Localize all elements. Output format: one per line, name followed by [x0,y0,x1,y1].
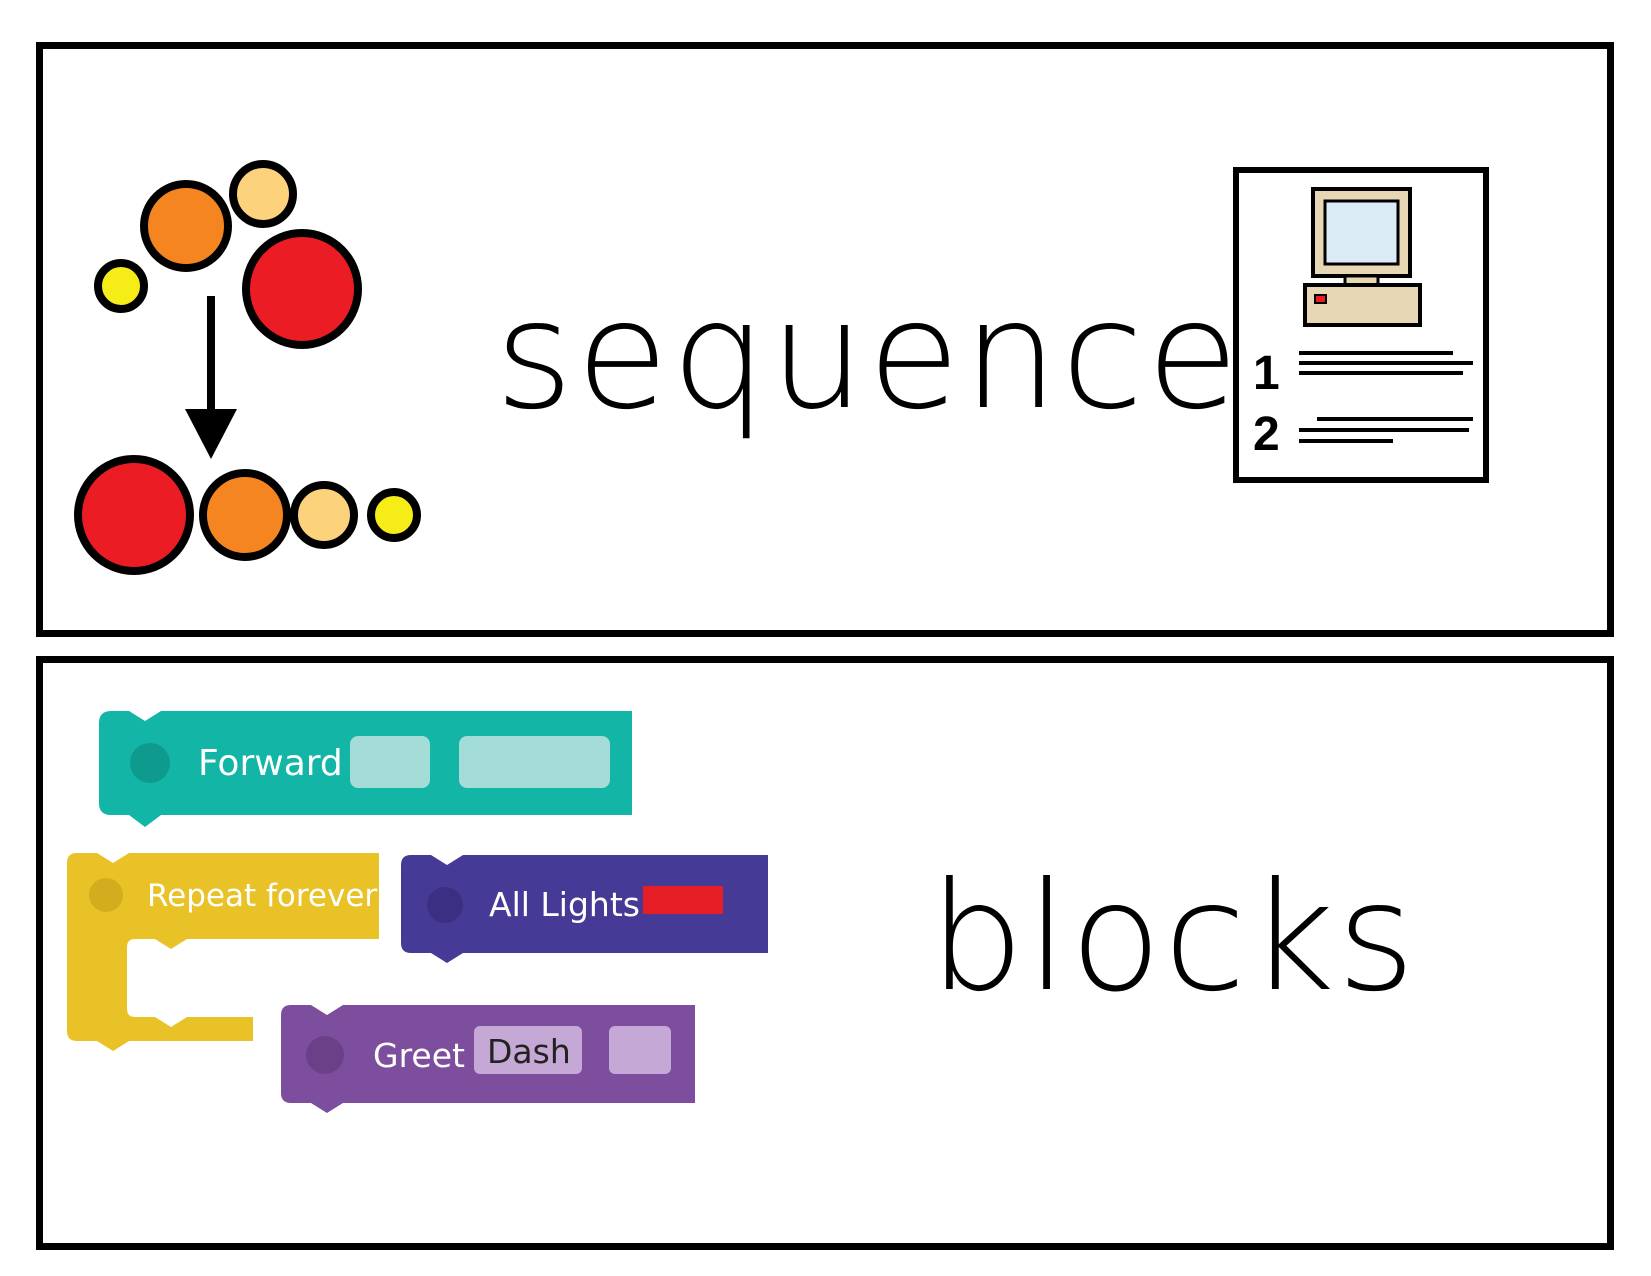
greet-name-value: Dash [487,1032,571,1071]
greet-name-field [474,1026,582,1074]
red-dot-top [242,229,362,349]
power-light [1314,294,1327,304]
list-number-2: 2 [1253,408,1280,461]
greet-block: Greet Dash [281,1005,695,1113]
list-number-1: 1 [1253,347,1280,400]
block-connector-dot [306,1036,344,1074]
sequence-dots-arrow-icon [74,160,421,575]
repeat-forever-block: Repeat forever [67,853,379,1051]
light-orange-dot-bottom [290,481,358,549]
forward-block: Forward [99,711,632,827]
block-connector-dot [130,743,170,783]
blocks-word: blocks [929,851,1418,1025]
yellow-dot-top [94,259,148,313]
blocks-card: Forward Repeat forever All Lights Greet … [36,656,1614,1250]
repeat-label: Repeat forever [147,878,377,914]
arrow-head [185,409,237,459]
greet-label: Greet [373,1036,465,1075]
forward-input-field [459,736,610,788]
sequence-word: sequence [495,269,1242,443]
all-lights-label: All Lights [489,885,640,924]
orange-dot-bottom [199,469,291,561]
yellow-dot-bottom [367,488,421,542]
block-connector-dot [427,887,463,923]
orange-dot-top [140,180,232,272]
light-color-swatch [643,886,723,914]
light-orange-dot-top [229,160,297,228]
computer-numbered-list-icon: 1 2 [1233,167,1489,483]
all-lights-block: All Lights [401,855,768,963]
forward-input-field [350,736,430,788]
computer-case-icon [1303,283,1422,327]
greet-extra-field [609,1026,671,1074]
sequence-card: sequence 1 2 [36,42,1614,637]
block-connector-dot [89,878,123,912]
monitor-screen [1323,199,1400,266]
red-dot-bottom [74,455,194,575]
code-blocks-illustration: Forward Repeat forever All Lights Greet … [67,711,768,1113]
forward-label: Forward [198,743,343,784]
